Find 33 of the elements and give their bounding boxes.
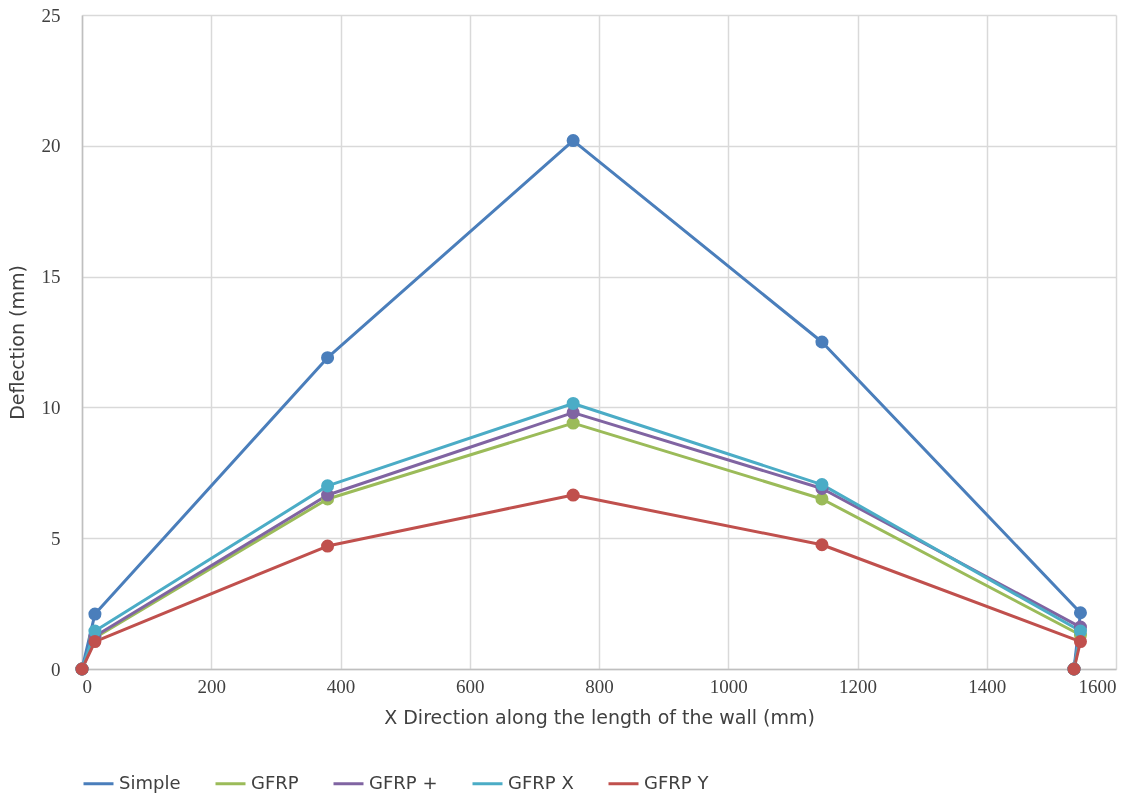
point: [321, 539, 335, 553]
point: [566, 488, 580, 502]
x-tick-label: 0: [82, 675, 92, 697]
y-axis-title: Deflection (mm): [5, 265, 28, 420]
x-tick-label: 1000: [709, 675, 748, 697]
x-tick-label: 1600: [1078, 675, 1117, 697]
point: [815, 335, 829, 349]
x-tick-label: 800: [585, 675, 614, 697]
y-tick-label: 0: [51, 658, 61, 680]
legend-label: GFRP Y: [644, 771, 710, 793]
point: [566, 396, 580, 410]
legend-label: Simple: [119, 771, 181, 793]
point: [321, 479, 335, 493]
x-tick-label: 1200: [839, 675, 877, 697]
point: [815, 538, 829, 552]
x-tick-label: 600: [456, 675, 485, 697]
x-tick-label: 400: [326, 675, 356, 697]
x-tick-label: 200: [197, 675, 226, 697]
legend-label: GFRP X: [508, 771, 574, 793]
y-tick-label: 25: [41, 4, 61, 26]
legend-label: GFRP: [251, 771, 299, 793]
point: [321, 351, 335, 365]
point: [566, 134, 580, 148]
y-tick-label: 20: [41, 135, 61, 157]
point: [88, 607, 102, 621]
x-tick-label: 1400: [968, 675, 1007, 697]
point: [1073, 606, 1087, 620]
x-axis-title: X Direction along the length of the wall (mm): [384, 705, 815, 728]
y-tick-label: 5: [51, 527, 61, 549]
y-tick-label: 10: [41, 396, 61, 418]
legend-label: GFRP +: [369, 771, 438, 793]
y-tick-label: 15: [41, 266, 61, 288]
point: [1073, 635, 1087, 649]
